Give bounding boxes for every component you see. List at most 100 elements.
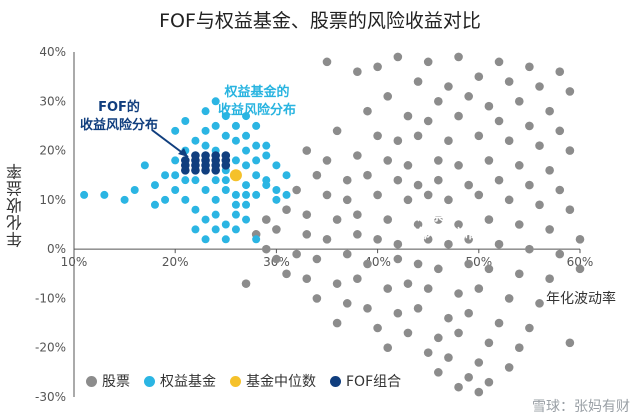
y-tick-label: 0% [47, 242, 66, 256]
stock-point [484, 264, 494, 274]
stock-point [292, 185, 301, 195]
equity-fund-point [282, 190, 291, 199]
equity-fund-point [272, 195, 281, 204]
stock-point [383, 92, 393, 101]
equity-fund-point [201, 235, 210, 244]
equity-fund-point [211, 121, 220, 130]
stock-point [342, 249, 352, 259]
equity-fund-point [221, 112, 230, 121]
stock-point [444, 195, 453, 205]
stock-point [322, 234, 332, 244]
equity-fund-point [231, 136, 240, 145]
equity-fund-point [262, 176, 271, 185]
equity-fund-point [221, 220, 230, 229]
stock-point [454, 289, 463, 298]
stock-point [444, 136, 453, 146]
stock-point [393, 308, 403, 318]
equity-fund-point [231, 190, 240, 199]
stock-point [474, 387, 484, 397]
legend-marker-stocks [86, 375, 97, 387]
stock-point [403, 279, 413, 288]
stock-point [444, 239, 453, 249]
stock-point [373, 131, 382, 141]
equity-fund-point [211, 176, 220, 185]
equity-annotation: 权益基金的 收益风险分布 [218, 84, 296, 120]
stock-point [413, 220, 423, 229]
stock-point [545, 165, 554, 175]
stock-point [272, 225, 281, 234]
stock-point [535, 299, 544, 308]
stock-point [393, 136, 403, 146]
equity-fund-point [272, 186, 281, 194]
stock-point [484, 156, 494, 165]
stock-point [241, 279, 251, 288]
equity-fund-point [150, 200, 159, 209]
stock-point [302, 274, 312, 284]
fof-annotation-line1: FOF的 [98, 100, 140, 115]
stock-point [434, 215, 443, 224]
y-tick-label: 20% [39, 144, 66, 158]
stock-point [373, 62, 382, 72]
stock-point [464, 92, 473, 101]
equity-fund-point [242, 112, 251, 121]
stock-annotation: 股票的 收益风险分布 [398, 208, 476, 244]
x-axis-label: 年化波动率 [546, 291, 616, 307]
equity-fund-point [80, 190, 89, 199]
equity-fund-point [252, 156, 261, 165]
y-tick-label: -30% [35, 390, 66, 404]
stock-point [555, 249, 565, 259]
stock-point [504, 77, 514, 86]
stock-point [474, 72, 484, 81]
equity-fund-point [140, 161, 149, 170]
legend-label-fund-median: 基金中位数 [246, 374, 316, 390]
equity-fund-point [252, 235, 261, 244]
stock-point [342, 195, 352, 205]
stock-point [363, 106, 372, 116]
stock-point [514, 161, 524, 170]
equity-fund-point [262, 151, 271, 160]
stock-point [525, 323, 534, 333]
equity-annotation-line2: 收益风险分布 [218, 103, 297, 118]
stock-point [575, 264, 585, 274]
equity-fund-point [221, 186, 230, 194]
stock-point [312, 170, 322, 180]
equity-fund-point [242, 200, 251, 209]
y-tick-label: -10% [35, 291, 66, 305]
stock-point [403, 161, 413, 170]
stock-point [525, 62, 534, 72]
stock-point [363, 259, 372, 269]
equity-fund-point [262, 141, 271, 150]
fof-annotation-arrowhead [178, 148, 188, 157]
stock-point [474, 358, 484, 367]
equity-fund-point [231, 156, 240, 165]
equity-fund-point [231, 121, 240, 130]
stock-point [373, 234, 382, 244]
stock-point [494, 175, 504, 185]
fof-point [221, 156, 231, 165]
fof-annotation: FOF的 收益风险分布 [80, 99, 158, 135]
y-tick-label: 40% [39, 45, 66, 59]
stock-point [434, 156, 443, 165]
legend-item-fund-median: 基金中位数 [230, 371, 316, 391]
stock-point [494, 318, 504, 328]
stock-point [434, 264, 443, 274]
equity-fund-point [120, 195, 129, 204]
stock-point [393, 175, 403, 185]
stock-point [504, 363, 514, 372]
stock-point [454, 161, 463, 170]
stock-point [363, 303, 372, 313]
fof-point [211, 151, 220, 160]
stock-point [332, 215, 342, 224]
stock-point [393, 254, 403, 264]
equity-annotation-line1: 权益基金的 [224, 85, 290, 100]
legend-label-fof: FOF组合 [346, 374, 402, 390]
stock-point [434, 96, 443, 106]
equity-fund-point [242, 131, 251, 140]
stock-point [383, 343, 393, 353]
fof-point [201, 156, 210, 165]
equity-fund-point [211, 225, 220, 234]
stock-point [332, 279, 342, 288]
stock-point [261, 244, 271, 254]
stock-point [484, 377, 494, 387]
watermark: 雪球：张妈有财 [532, 399, 630, 415]
